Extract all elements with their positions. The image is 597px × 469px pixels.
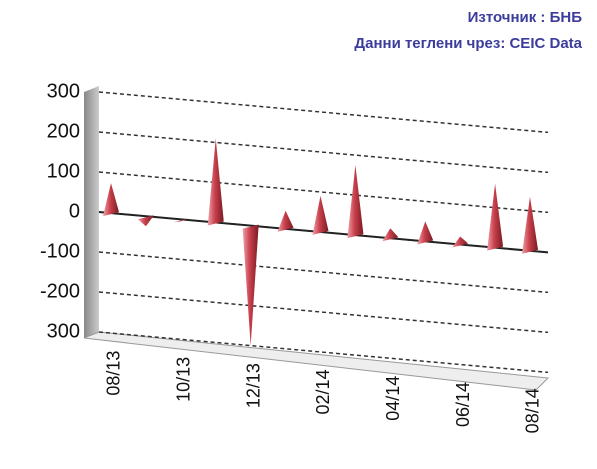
spike	[452, 236, 469, 248]
x-tick-label: 04/14	[383, 376, 403, 421]
y-tick-label: 0	[69, 200, 80, 222]
y-tick-label: -100	[40, 240, 80, 262]
spike	[312, 195, 329, 235]
spike	[277, 210, 294, 232]
x-tick-label: 08/14	[523, 388, 543, 433]
y-tick-label: 300	[47, 320, 80, 342]
side-wall	[84, 86, 99, 338]
spike	[487, 183, 504, 251]
x-tick-label: 02/14	[313, 369, 333, 414]
spike	[522, 196, 538, 254]
spike	[382, 228, 399, 242]
grid-line	[98, 331, 549, 374]
floor	[83, 331, 550, 391]
grid-line	[98, 91, 549, 134]
y-tick-label: 300	[47, 80, 80, 102]
spike	[242, 224, 259, 346]
zero-line	[98, 211, 549, 254]
spike	[347, 165, 364, 239]
spike	[172, 218, 189, 223]
y-tick-label: 100	[47, 160, 80, 182]
grid-line	[98, 131, 549, 174]
grid-line	[98, 291, 549, 334]
x-tick-label: 10/13	[174, 357, 194, 402]
spike	[417, 221, 434, 245]
subtitle: Данни теглени чрез: CEIC Data	[354, 35, 582, 52]
x-tick-label: 08/13	[104, 351, 124, 396]
spike	[207, 138, 224, 226]
y-tick-label: 200	[47, 120, 80, 142]
grid-line	[98, 251, 549, 294]
spike	[103, 183, 119, 217]
grid-line	[98, 171, 549, 214]
y-tick-label: -200	[40, 280, 80, 302]
x-tick-label: 06/14	[453, 382, 473, 427]
source: Източник : БНБ	[468, 9, 583, 26]
spike	[137, 215, 154, 227]
x-tick-label: 12/13	[243, 363, 263, 408]
